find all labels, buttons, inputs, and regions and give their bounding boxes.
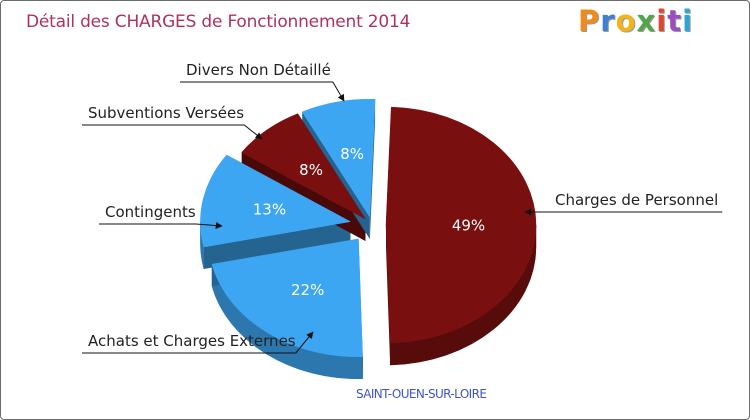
slice-percent-label: 22% bbox=[291, 281, 324, 299]
label-leader-line bbox=[82, 124, 263, 140]
slice-category-label: Contingents bbox=[105, 203, 196, 221]
pie-slice[interactable] bbox=[211, 238, 363, 358]
slice-category-label: Subventions Versées bbox=[88, 104, 244, 122]
label-leader-line bbox=[99, 222, 223, 230]
logo-letter: P bbox=[578, 4, 601, 38]
pie-slice[interactable] bbox=[241, 113, 367, 220]
slice-percent-label: 8% bbox=[299, 161, 323, 179]
logo-letter: x bbox=[636, 4, 657, 38]
logo-letter: r bbox=[600, 4, 616, 38]
chart-title: Détail des CHARGES de Fonctionnement 201… bbox=[26, 12, 411, 32]
label-leader-line bbox=[180, 81, 345, 102]
logo-letter: o bbox=[615, 4, 637, 38]
slice-category-label: Achats et Charges Externes bbox=[88, 332, 296, 350]
pie-slice[interactable] bbox=[200, 154, 352, 248]
label-leader-line bbox=[82, 331, 314, 354]
proxiti-logo[interactable]: Proxiti bbox=[578, 4, 693, 38]
slice-category-label: Divers Non Détaillé bbox=[186, 61, 331, 79]
slice-category-label: Charges de Personnel bbox=[555, 191, 718, 209]
slice-percent-label: 8% bbox=[340, 145, 364, 163]
slice-percent-label: 49% bbox=[452, 216, 485, 234]
logo-letter: i bbox=[682, 4, 694, 38]
logo-letter: t bbox=[667, 4, 683, 38]
city-name: SAINT-OUEN-SUR-LOIRE bbox=[356, 387, 487, 401]
pie-slice[interactable] bbox=[301, 98, 376, 218]
pie-slice[interactable] bbox=[385, 106, 537, 344]
slice-percent-label: 13% bbox=[253, 200, 286, 218]
logo-letter: i bbox=[656, 4, 668, 38]
